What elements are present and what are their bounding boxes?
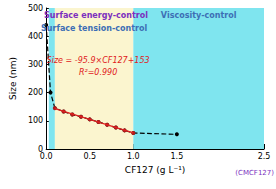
- svg-text:Surface tension-control: Surface tension-control: [41, 24, 147, 33]
- svg-text:Size = -95.9×CF127+153: Size = -95.9×CF127+153: [47, 56, 150, 65]
- svg-text:1.0: 1.0: [127, 152, 140, 161]
- svg-text:(CMCF127): (CMCF127): [235, 169, 274, 177]
- svg-text:0: 0: [38, 144, 44, 154]
- svg-text:2.5: 2.5: [258, 152, 271, 161]
- svg-text:300: 300: [28, 60, 43, 69]
- svg-text:0.0: 0.0: [40, 152, 53, 161]
- svg-text:500: 500: [28, 4, 43, 13]
- svg-text:100: 100: [28, 116, 43, 125]
- svg-text:1.5: 1.5: [171, 152, 184, 161]
- svg-text:200: 200: [28, 88, 43, 97]
- svg-text:Size (nm): Size (nm): [8, 57, 18, 100]
- svg-text:CF127 (g L⁻¹): CF127 (g L⁻¹): [125, 165, 185, 175]
- svg-text:Surface energy-control: Surface energy-control: [44, 11, 148, 20]
- svg-text:R²=0.990: R²=0.990: [79, 68, 117, 77]
- svg-text:Viscosity-control: Viscosity-control: [161, 11, 237, 20]
- svg-text:0.5: 0.5: [83, 152, 96, 161]
- svg-text:400: 400: [28, 32, 43, 41]
